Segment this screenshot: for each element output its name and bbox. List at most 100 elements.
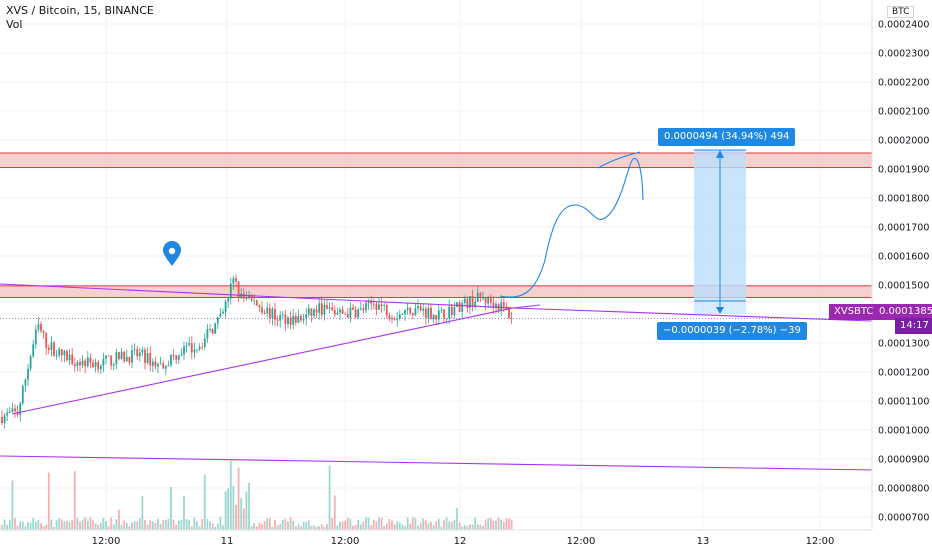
candle-body (328, 307, 331, 309)
axis-unit-badge[interactable]: BTC (887, 6, 915, 18)
volume-bar (463, 524, 466, 530)
volume-bar (42, 526, 45, 530)
chart-title: XVS / Bitcoin, 15, BINANCE (6, 4, 154, 17)
resistance-zone (0, 153, 872, 168)
candle-body (401, 314, 404, 315)
price-tick-label: 0.0002400 (878, 20, 929, 31)
volume-bar (45, 524, 48, 530)
volume-bar (86, 520, 89, 530)
candle-body (79, 361, 81, 366)
volume-bar (461, 526, 464, 530)
volume-bar (201, 518, 204, 530)
candle-body (105, 355, 107, 359)
volume-bar (177, 520, 180, 530)
volume-bar (47, 472, 50, 530)
candle-body (341, 309, 344, 314)
volume-bar (367, 517, 370, 530)
candle-body (469, 296, 471, 308)
volume-bar (406, 517, 409, 530)
volume-bar (487, 518, 490, 530)
volume-bar (310, 525, 313, 530)
candle-body (268, 307, 271, 319)
candle-body (40, 324, 42, 331)
candle-body (76, 361, 79, 367)
measure-arrow-tail (716, 307, 724, 314)
candle-body (287, 317, 289, 325)
candle-body (97, 362, 100, 370)
trendline (0, 283, 514, 309)
price-tick-label: 0.0002100 (878, 107, 929, 118)
candle-body (92, 362, 94, 367)
volume-bar (118, 509, 120, 530)
price-tick-label: 0.0001500 (878, 281, 929, 292)
volume-bar (102, 517, 105, 530)
volume-bar (112, 524, 115, 530)
volume-bar (323, 526, 326, 530)
volume-bar (40, 523, 42, 530)
volume-bar (71, 520, 74, 530)
candle-body (29, 356, 32, 369)
volume-bar (469, 524, 471, 530)
candle-body (81, 360, 84, 366)
candle-body (375, 303, 378, 310)
candle-body (281, 314, 284, 316)
volume-bar (287, 521, 289, 530)
candle-body (362, 308, 365, 311)
candle-body (63, 350, 66, 356)
volume-bar (115, 519, 118, 530)
volume-bar (435, 521, 438, 530)
last-price-tag: 0.0001385 (874, 304, 932, 320)
candle-body (502, 302, 505, 307)
volume-bar (105, 520, 107, 530)
volume-bar (248, 482, 250, 530)
candle-body (305, 314, 308, 319)
candle-body (476, 292, 479, 302)
candle-body (60, 348, 63, 356)
volume-bar (268, 518, 271, 530)
volume-bar (11, 480, 14, 530)
candle-body (146, 353, 149, 363)
volume-bar (66, 521, 68, 530)
volume-bar (383, 526, 386, 530)
target-measure-label: 0.0000494 (34.94%) 494 (658, 128, 796, 146)
volume-bar (346, 517, 349, 530)
resistance-zones (0, 152, 872, 298)
candle-body (45, 332, 48, 348)
candle-body (68, 354, 71, 361)
volume-bar (305, 522, 308, 530)
volume-bar (422, 518, 425, 530)
volume-bar (336, 525, 339, 530)
volume-bar (128, 526, 131, 530)
volume-bar (424, 520, 427, 530)
time-tick-label: 12:00 (567, 536, 596, 547)
volume-bar (154, 523, 157, 530)
price-tick-label: 0.0000800 (878, 484, 929, 495)
candle-body (190, 343, 193, 353)
candle-body (235, 278, 237, 282)
volume-bar (125, 522, 128, 530)
volume-bar (279, 523, 282, 530)
time-tick-label: 12:00 (92, 536, 121, 547)
candle-body (32, 344, 35, 357)
candle-body (245, 297, 248, 299)
candle-body (294, 315, 297, 323)
candle-body (151, 361, 154, 366)
candle-body (323, 305, 326, 315)
candle-body (120, 351, 123, 359)
candle-body (188, 343, 191, 346)
volume-bar (349, 518, 352, 530)
candle-body (177, 355, 180, 360)
volume-bar (24, 526, 27, 530)
candle-body (271, 308, 274, 319)
time-tick-label: 12:00 (331, 536, 360, 547)
volume-bar (242, 508, 245, 530)
candle-body (500, 302, 503, 311)
volume-bar (53, 526, 55, 530)
volume-bar (8, 520, 11, 530)
candle-body (118, 352, 120, 359)
volume-bar (378, 517, 380, 530)
volume-bar (224, 491, 227, 530)
volume-bar (443, 520, 445, 530)
